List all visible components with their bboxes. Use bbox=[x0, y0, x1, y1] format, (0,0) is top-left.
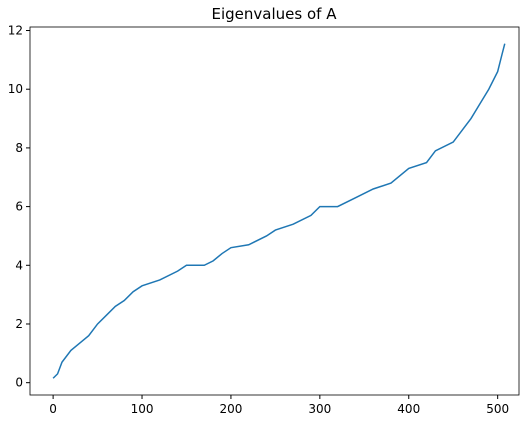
y-tick-label: 6 bbox=[15, 200, 23, 214]
x-tick-label: 100 bbox=[131, 402, 154, 416]
y-tick-label: 10 bbox=[8, 82, 23, 96]
y-tick-label: 4 bbox=[15, 258, 23, 272]
x-tick-label: 400 bbox=[397, 402, 420, 416]
chart-title: Eigenvalues of A bbox=[212, 5, 338, 23]
x-tick-label: 300 bbox=[308, 402, 331, 416]
x-tick-label: 0 bbox=[49, 402, 57, 416]
data-line bbox=[52, 43, 506, 379]
x-tick-label: 200 bbox=[219, 402, 242, 416]
y-tick-label: 8 bbox=[15, 141, 23, 155]
y-tick-label: 12 bbox=[8, 24, 23, 38]
x-tick-label: 500 bbox=[486, 402, 509, 416]
y-tick-label: 0 bbox=[15, 376, 23, 390]
y-tick-label: 2 bbox=[15, 317, 23, 331]
plot-frame bbox=[29, 26, 520, 396]
